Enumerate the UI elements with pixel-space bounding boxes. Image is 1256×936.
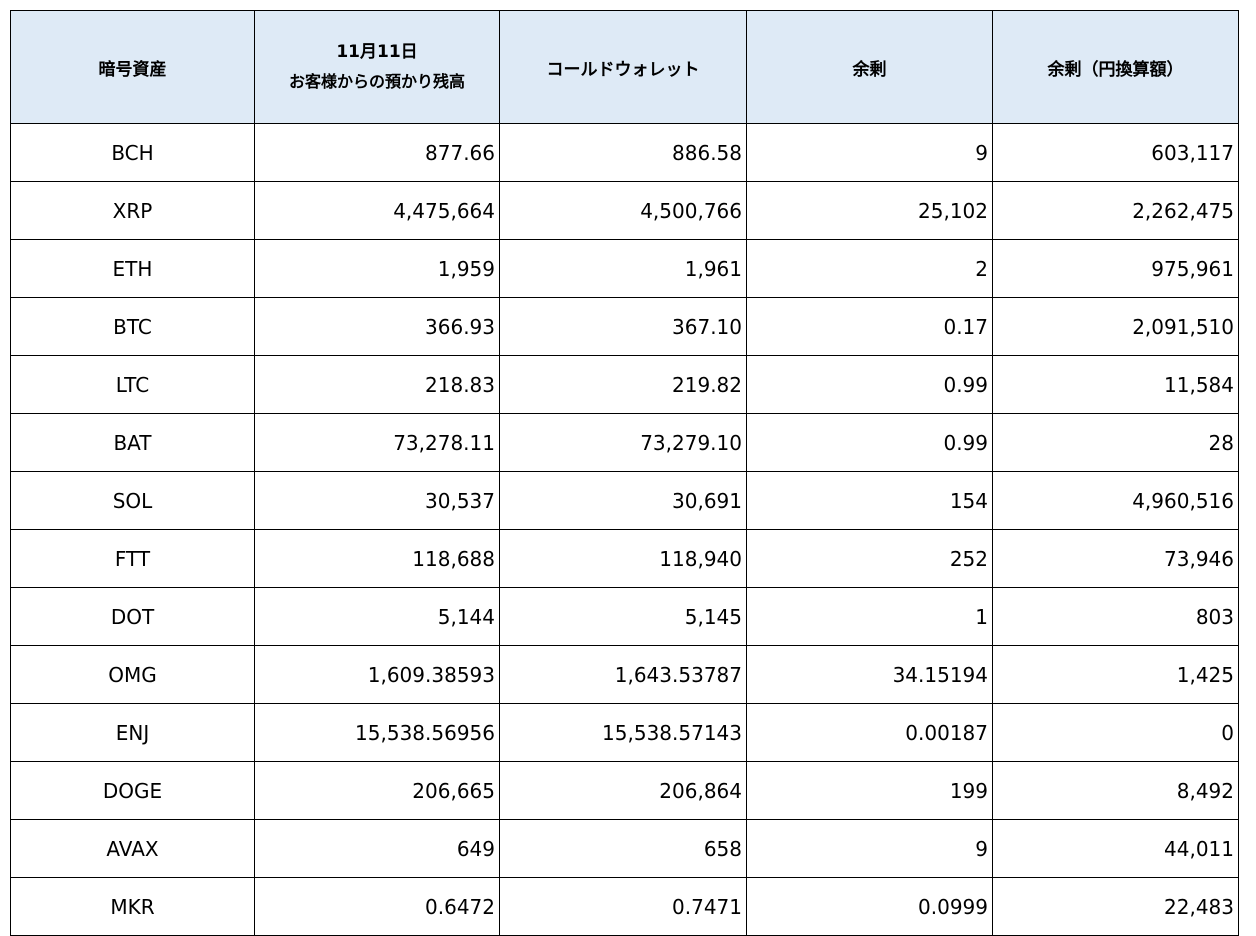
header-asset: 暗号資産 (10, 10, 255, 124)
cell-asset: BCH (10, 123, 255, 182)
cell-surplus: 0.99 (746, 355, 993, 414)
cell-surplus: 0.0999 (746, 877, 993, 936)
cell-surplus-jpy: 603,117 (992, 123, 1239, 182)
cell-surplus-jpy: 2,091,510 (992, 297, 1239, 356)
cell-cold-wallet: 15,538.57143 (499, 703, 747, 762)
cell-customer-balance: 0.6472 (254, 877, 500, 936)
table-row: ENJ 15,538.56956 15,538.57143 0.00187 0 (10, 703, 1239, 762)
cell-cold-wallet: 219.82 (499, 355, 747, 414)
cell-surplus-jpy: 2,262,475 (992, 181, 1239, 240)
table-row: LTC 218.83 219.82 0.99 11,584 (10, 355, 1239, 414)
cell-customer-balance: 73,278.11 (254, 413, 500, 472)
cell-customer-balance: 4,475,664 (254, 181, 500, 240)
cell-asset: MKR (10, 877, 255, 936)
cell-surplus: 199 (746, 761, 993, 820)
header-surplus-jpy: 余剰（円換算額） (992, 10, 1239, 124)
cell-surplus: 0.00187 (746, 703, 993, 762)
cell-cold-wallet: 4,500,766 (499, 181, 747, 240)
cell-customer-balance: 649 (254, 819, 500, 878)
cell-asset: ENJ (10, 703, 255, 762)
cell-asset: BTC (10, 297, 255, 356)
cell-customer-balance: 1,609.38593 (254, 645, 500, 704)
cell-cold-wallet: 886.58 (499, 123, 747, 182)
table-row: AVAX 649 658 9 44,011 (10, 819, 1239, 878)
cell-cold-wallet: 206,864 (499, 761, 747, 820)
cell-customer-balance: 218.83 (254, 355, 500, 414)
cell-surplus: 9 (746, 123, 993, 182)
cell-surplus-jpy: 1,425 (992, 645, 1239, 704)
table-row: BTC 366.93 367.10 0.17 2,091,510 (10, 297, 1239, 356)
cell-surplus-jpy: 28 (992, 413, 1239, 472)
header-surplus: 余剰 (746, 10, 993, 124)
table-row: DOT 5,144 5,145 1 803 (10, 587, 1239, 646)
cell-surplus-jpy: 8,492 (992, 761, 1239, 820)
cell-customer-balance: 15,538.56956 (254, 703, 500, 762)
cell-asset: DOT (10, 587, 255, 646)
table-row: OMG 1,609.38593 1,643.53787 34.15194 1,425 (10, 645, 1239, 704)
cell-surplus: 9 (746, 819, 993, 878)
cell-surplus: 25,102 (746, 181, 993, 240)
header-customer-balance-label: お客様からの預かり残高 (288, 72, 465, 91)
cell-cold-wallet: 1,643.53787 (499, 645, 747, 704)
cell-surplus: 0.17 (746, 297, 993, 356)
table-row: ETH 1,959 1,961 2 975,961 (10, 239, 1239, 298)
cell-customer-balance: 5,144 (254, 587, 500, 646)
header-date: 11月11日 (336, 42, 418, 62)
cell-customer-balance: 30,537 (254, 471, 500, 530)
cell-asset: DOGE (10, 761, 255, 820)
table-row: SOL 30,537 30,691 154 4,960,516 (10, 471, 1239, 530)
header-row: 暗号資産 11月11日 お客様からの預かり残高 コールドウォレット 余剰 余剰（… (10, 10, 1239, 124)
cell-surplus-jpy: 22,483 (992, 877, 1239, 936)
table-header: 暗号資産 11月11日 お客様からの預かり残高 コールドウォレット 余剰 余剰（… (10, 10, 1239, 124)
cell-asset: ETH (10, 239, 255, 298)
cell-surplus: 0.99 (746, 413, 993, 472)
cell-asset: FTT (10, 529, 255, 588)
cell-surplus: 252 (746, 529, 993, 588)
table-row: BCH 877.66 886.58 9 603,117 (10, 123, 1239, 182)
cell-asset: XRP (10, 181, 255, 240)
cell-asset: AVAX (10, 819, 255, 878)
cell-cold-wallet: 30,691 (499, 471, 747, 530)
cell-surplus-jpy: 975,961 (992, 239, 1239, 298)
cell-asset: BAT (10, 413, 255, 472)
cell-asset: LTC (10, 355, 255, 414)
cell-cold-wallet: 1,961 (499, 239, 747, 298)
cell-surplus-jpy: 11,584 (992, 355, 1239, 414)
table-row: MKR 0.6472 0.7471 0.0999 22,483 (10, 877, 1239, 936)
reserve-table: 暗号資産 11月11日 お客様からの預かり残高 コールドウォレット 余剰 余剰（… (10, 10, 1239, 936)
cell-customer-balance: 1,959 (254, 239, 500, 298)
cell-surplus-jpy: 4,960,516 (992, 471, 1239, 530)
table-row: XRP 4,475,664 4,500,766 25,102 2,262,475 (10, 181, 1239, 240)
cell-surplus-jpy: 44,011 (992, 819, 1239, 878)
cell-surplus-jpy: 0 (992, 703, 1239, 762)
cell-cold-wallet: 5,145 (499, 587, 747, 646)
table-row: BAT 73,278.11 73,279.10 0.99 28 (10, 413, 1239, 472)
cell-surplus: 1 (746, 587, 993, 646)
cell-cold-wallet: 367.10 (499, 297, 747, 356)
cell-customer-balance: 118,688 (254, 529, 500, 588)
cell-cold-wallet: 0.7471 (499, 877, 747, 936)
cell-customer-balance: 877.66 (254, 123, 500, 182)
cell-customer-balance: 366.93 (254, 297, 500, 356)
cell-surplus: 154 (746, 471, 993, 530)
header-cold-wallet: コールドウォレット (499, 10, 747, 124)
table-body: BCH 877.66 886.58 9 603,117 XRP 4,475,664 4,500… (10, 123, 1239, 936)
cell-surplus-jpy: 73,946 (992, 529, 1239, 588)
table-row: DOGE 206,665 206,864 199 8,492 (10, 761, 1239, 820)
header-customer-balance: 11月11日 お客様からの預かり残高 (254, 10, 500, 124)
cell-customer-balance: 206,665 (254, 761, 500, 820)
cell-asset: OMG (10, 645, 255, 704)
cell-cold-wallet: 658 (499, 819, 747, 878)
cell-cold-wallet: 118,940 (499, 529, 747, 588)
cell-cold-wallet: 73,279.10 (499, 413, 747, 472)
cell-surplus: 34.15194 (746, 645, 993, 704)
table-row: FTT 118,688 118,940 252 73,946 (10, 529, 1239, 588)
cell-asset: SOL (10, 471, 255, 530)
cell-surplus-jpy: 803 (992, 587, 1239, 646)
cell-surplus: 2 (746, 239, 993, 298)
